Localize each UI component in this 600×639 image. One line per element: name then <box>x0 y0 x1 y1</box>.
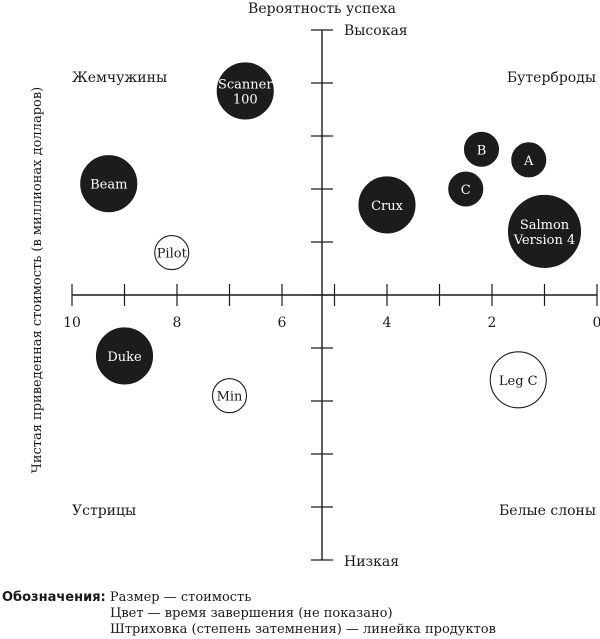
x-tick-label: 10 <box>63 315 81 331</box>
bubble-label: Scanner <box>218 77 273 92</box>
bubble-label: 100 <box>233 92 258 107</box>
x-axis: 10 8 6 4 2 0 <box>63 284 600 331</box>
bubble-label: Pilot <box>157 247 188 262</box>
bubble-a: A <box>511 142 547 178</box>
x-tick-label: 2 <box>488 315 497 331</box>
bubble-min: Min <box>211 378 248 414</box>
bubble-label: Salmon <box>520 218 570 233</box>
bubble-label: Crux <box>371 199 404 214</box>
x-tick-label: 8 <box>173 315 182 331</box>
bubble-c: C <box>448 171 484 207</box>
bubble-label: Duke <box>107 350 142 365</box>
bubble-mark <box>95 327 154 385</box>
bubble-mark <box>80 155 138 213</box>
bubble-beam: Beam <box>80 155 138 213</box>
bubble-label: Beam <box>90 178 127 193</box>
quadrant-label-top-right: Бутерброды <box>507 70 596 86</box>
bubble-b: B <box>463 131 500 167</box>
bubble-mark <box>211 378 248 414</box>
top-axis-title: Вероятность успеха <box>248 1 396 17</box>
bubble-mark <box>448 171 484 207</box>
bubble-mark <box>358 176 416 234</box>
bubble-mark <box>489 351 547 409</box>
bubble-mark <box>463 131 500 167</box>
bubble-label: C <box>461 183 471 198</box>
bubble-label: Version 4 <box>513 233 576 248</box>
bubble-label: B <box>477 143 487 158</box>
y-axis-low-label: Низкая <box>344 554 399 570</box>
bubble-chart: Вероятность успеха Высокая Низкая Чистая… <box>30 1 600 570</box>
y-axis-label: Чистая приведенная стоимость (в миллиона… <box>30 87 45 473</box>
bubble-mark <box>154 235 190 271</box>
x-tick-label: 4 <box>383 315 392 331</box>
bubble-crux: Crux <box>358 176 416 234</box>
legend-title: Обозначения: <box>2 590 106 605</box>
legend: Обозначения: Размер — стоимость Цвет — в… <box>2 590 496 638</box>
x-tick-label: 6 <box>278 315 287 331</box>
bubble-duke: Duke <box>95 327 154 385</box>
legend-shading: Штриховка (степень затемнения) — линейка… <box>110 622 496 637</box>
x-tick-label: 0 <box>593 315 600 331</box>
bubble-mark <box>511 142 547 178</box>
bubble-mark <box>216 62 274 120</box>
y-axis-high-label: Высокая <box>344 23 408 39</box>
bubble-pilot: Pilot <box>154 235 190 271</box>
y-axis <box>311 29 333 561</box>
bubble-label: Leg C <box>499 374 538 389</box>
quadrant-label-bottom-right: Белые слоны <box>499 503 596 519</box>
legend-color: Цвет — время завершения (не показано) <box>110 606 393 621</box>
bubble-label: Min <box>217 390 243 405</box>
bubble-label: A <box>523 154 534 169</box>
bubble-leg-c: Leg C <box>489 351 547 409</box>
legend-size: Размер — стоимость <box>109 590 252 605</box>
quadrant-label-top-left: Жемчужины <box>72 70 167 86</box>
bubble-mark <box>507 194 582 268</box>
quadrant-label-bottom-left: Устрицы <box>72 503 136 519</box>
